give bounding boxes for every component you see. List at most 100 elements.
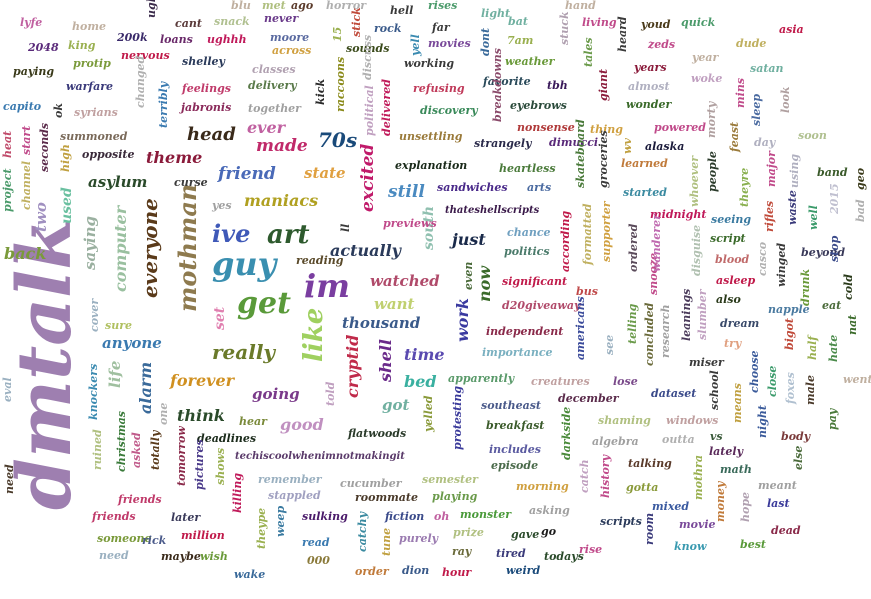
word-look: look bbox=[779, 86, 792, 113]
word-gotta: scripts bbox=[600, 515, 642, 528]
word-catchy: catchy bbox=[356, 512, 369, 552]
word-roommate: roommate bbox=[355, 491, 418, 504]
word-youd: quick bbox=[681, 16, 716, 29]
word-cover: cover bbox=[88, 298, 101, 332]
word-need-vertical: need bbox=[3, 464, 16, 494]
word-knockers: knockers bbox=[87, 363, 100, 420]
word-disguise: wanderer bbox=[650, 214, 663, 272]
word-stuck: dont bbox=[479, 27, 492, 56]
word-met: ago bbox=[291, 0, 314, 12]
word-last: meant bbox=[758, 479, 797, 492]
word-ordered: disguise bbox=[690, 224, 703, 276]
word-get: get bbox=[237, 286, 291, 321]
word-prize: rise bbox=[579, 543, 603, 556]
word-bus: blu bbox=[231, 0, 251, 12]
word-bad: bad bbox=[854, 199, 867, 222]
word-later: rick bbox=[142, 534, 167, 547]
word-sounds: sounds bbox=[346, 42, 390, 55]
word-totally: totally bbox=[149, 430, 162, 470]
word-try: went bbox=[843, 373, 871, 386]
word-arts: arts bbox=[527, 181, 552, 194]
word-bat: living bbox=[582, 16, 617, 29]
word-thateshellscripts: thateshellscripts bbox=[445, 205, 540, 216]
word-rick: need bbox=[99, 549, 129, 562]
word-head: head bbox=[187, 124, 236, 145]
word-ever: ever bbox=[247, 118, 286, 137]
word-male: male bbox=[804, 375, 817, 405]
word-vo: vs bbox=[710, 430, 723, 443]
word-apparently: apparently bbox=[448, 372, 515, 385]
word-ughhh: ughhh bbox=[207, 33, 247, 46]
word-christmas-friends: friends bbox=[118, 493, 162, 506]
word-powered: wonder bbox=[626, 98, 672, 111]
word-satan: day bbox=[754, 136, 776, 149]
word-flatwoods: flatwoods bbox=[348, 427, 407, 440]
word-sure: sure bbox=[105, 319, 132, 332]
word-catch: catch bbox=[578, 459, 591, 493]
word-blood: asleep bbox=[716, 274, 756, 287]
word-really: really bbox=[212, 340, 276, 364]
word-art: art bbox=[267, 220, 310, 250]
word-weather: weather bbox=[505, 55, 555, 68]
word-research: concluded bbox=[643, 302, 656, 366]
word-purely: prize bbox=[453, 526, 484, 539]
word-raccoons: kick bbox=[314, 78, 327, 105]
word-outta: windows bbox=[666, 414, 719, 427]
word-creatures: creatures bbox=[531, 375, 590, 388]
word-asked: asked bbox=[130, 432, 143, 468]
word-got: got bbox=[382, 396, 410, 414]
word-well: well bbox=[807, 205, 820, 230]
word-work: work bbox=[453, 298, 472, 342]
word-go: gave bbox=[511, 528, 540, 541]
word-casco: casco bbox=[756, 241, 769, 276]
word-delivered: political bbox=[363, 85, 376, 136]
word-dude: satan bbox=[750, 62, 784, 75]
word-dont: breakdowns bbox=[491, 48, 504, 122]
word-gave: weird bbox=[506, 564, 541, 577]
word-million: later bbox=[171, 511, 201, 524]
word-shelley: shelley bbox=[182, 55, 225, 68]
word-vs: discuss bbox=[361, 34, 374, 80]
word-woke: year bbox=[692, 51, 719, 64]
word-zeds: youd bbox=[641, 18, 671, 31]
word-paying: paying bbox=[13, 65, 55, 78]
word-means: means bbox=[731, 383, 744, 423]
word-chance: chance bbox=[507, 226, 551, 239]
word-asleep: also bbox=[716, 293, 741, 306]
word-hate: hate bbox=[827, 334, 840, 362]
word-hope: hope bbox=[739, 491, 752, 522]
word-morning: asking bbox=[529, 504, 570, 517]
word-syrians: syrians bbox=[74, 106, 118, 119]
word-supporter: ordered bbox=[627, 223, 640, 272]
word-started: learned bbox=[621, 157, 668, 170]
word-opposite: opposite bbox=[82, 148, 135, 161]
word-want: want bbox=[374, 295, 415, 313]
word-discovery: discovery bbox=[420, 104, 478, 117]
word-pictures: pictures bbox=[193, 439, 206, 490]
word-one: one bbox=[157, 402, 170, 425]
word-snack: snack bbox=[214, 15, 250, 28]
word-everyone: everyone bbox=[138, 198, 162, 298]
word-maybe: million bbox=[181, 529, 225, 542]
word-still: still bbox=[388, 182, 425, 202]
word-cucumber: cucumber bbox=[340, 477, 402, 490]
word-like: like bbox=[299, 307, 329, 362]
word-includes: includes bbox=[489, 443, 541, 456]
word-jabronis: jabronis bbox=[181, 101, 232, 114]
word-excited: excited bbox=[358, 143, 378, 212]
word-ray: hour bbox=[442, 566, 472, 579]
word-together: together bbox=[248, 102, 301, 115]
word-000: wake bbox=[234, 568, 266, 581]
word-project: project bbox=[1, 168, 14, 212]
word-wish: maybe bbox=[161, 550, 201, 563]
word-mins: mins bbox=[734, 77, 747, 108]
word-script: blood bbox=[715, 253, 750, 266]
word-yes: yes bbox=[212, 199, 232, 212]
word-monster: monster bbox=[460, 508, 512, 521]
word-meant: math bbox=[720, 463, 752, 476]
word-seeing: script bbox=[710, 232, 746, 245]
word-thousand: thousand bbox=[342, 314, 421, 332]
word-theme: theme bbox=[146, 148, 203, 167]
word-back: back bbox=[4, 244, 47, 263]
word-stop: stop bbox=[828, 235, 841, 262]
